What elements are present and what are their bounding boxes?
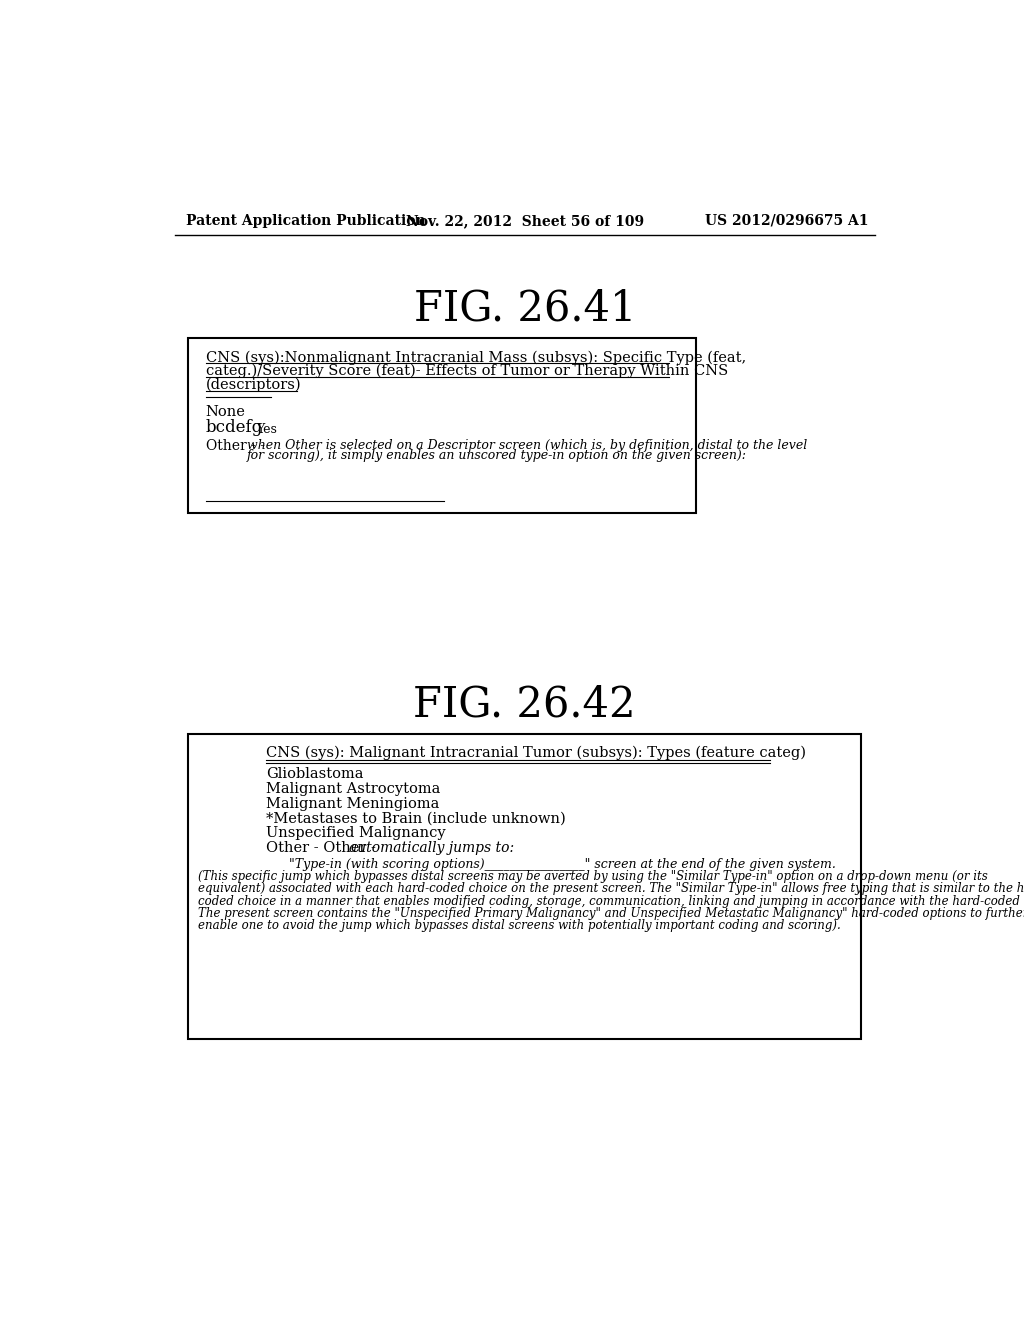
Bar (188, 338, 696, 513)
Text: Glioblastoma: Glioblastoma (266, 767, 364, 781)
Text: US 2012/0296675 A1: US 2012/0296675 A1 (705, 214, 868, 228)
Text: for scoring), it simply enables an unscored type-in option on the given screen):: for scoring), it simply enables an unsco… (247, 449, 746, 462)
Text: (descriptors): (descriptors) (206, 378, 301, 392)
Bar (188, 734, 861, 1039)
Text: The present screen contains the "Unspecified Primary Malignancy" and Unspecified: The present screen contains the "Unspeci… (198, 907, 1024, 920)
Text: FIG. 26.41: FIG. 26.41 (414, 288, 636, 330)
Text: FIG. 26.42: FIG. 26.42 (414, 684, 636, 726)
Text: CNS (sys): Malignant Intracranial Tumor (subsys): Types (feature categ): CNS (sys): Malignant Intracranial Tumor … (266, 744, 806, 759)
Text: Other - -: Other - - (206, 438, 269, 453)
Text: Other - Other -: Other - Other - (266, 841, 381, 854)
Text: enable one to avoid the jump which bypasses distal screens with potentially impo: enable one to avoid the jump which bypas… (198, 919, 841, 932)
Text: Yes: Yes (256, 424, 276, 437)
Text: when Other is selected on a Descriptor screen (which is, by definition, distal t: when Other is selected on a Descriptor s… (247, 438, 807, 451)
Text: (This specific jump which bypasses distal screens may be averted by using the "S: (This specific jump which bypasses dista… (198, 870, 987, 883)
Text: Nov. 22, 2012  Sheet 56 of 109: Nov. 22, 2012 Sheet 56 of 109 (406, 214, 644, 228)
Text: Unspecified Malignancy: Unspecified Malignancy (266, 826, 445, 840)
Text: Malignant Meningioma: Malignant Meningioma (266, 797, 439, 810)
Text: CNS (sys):Nonmalignant Intracranial Mass (subsys): Specific Type (feat,: CNS (sys):Nonmalignant Intracranial Mass… (206, 350, 745, 364)
Text: coded choice in a manner that enables modified coding, storage, communication, l: coded choice in a manner that enables mo… (198, 895, 1024, 908)
Text: automatically jumps to:: automatically jumps to: (349, 841, 514, 854)
Text: *Metastases to Brain (include unknown): *Metastases to Brain (include unknown) (266, 812, 565, 825)
Text: categ.)/Severity Score (feat)- Effects of Tumor or Therapy Within CNS: categ.)/Severity Score (feat)- Effects o… (206, 364, 728, 379)
Text: Malignant Astrocytoma: Malignant Astrocytoma (266, 781, 440, 796)
Text: Patent Application Publication: Patent Application Publication (186, 214, 426, 228)
Text: "Type-in (with scoring options)________________" screen at the end of the given : "Type-in (with scoring options)_________… (289, 858, 836, 871)
Text: bcdefg: bcdefg (206, 420, 263, 437)
Text: None: None (206, 405, 246, 418)
Text: equivalent) associated with each hard-coded choice on the present screen. The "S: equivalent) associated with each hard-co… (198, 882, 1024, 895)
